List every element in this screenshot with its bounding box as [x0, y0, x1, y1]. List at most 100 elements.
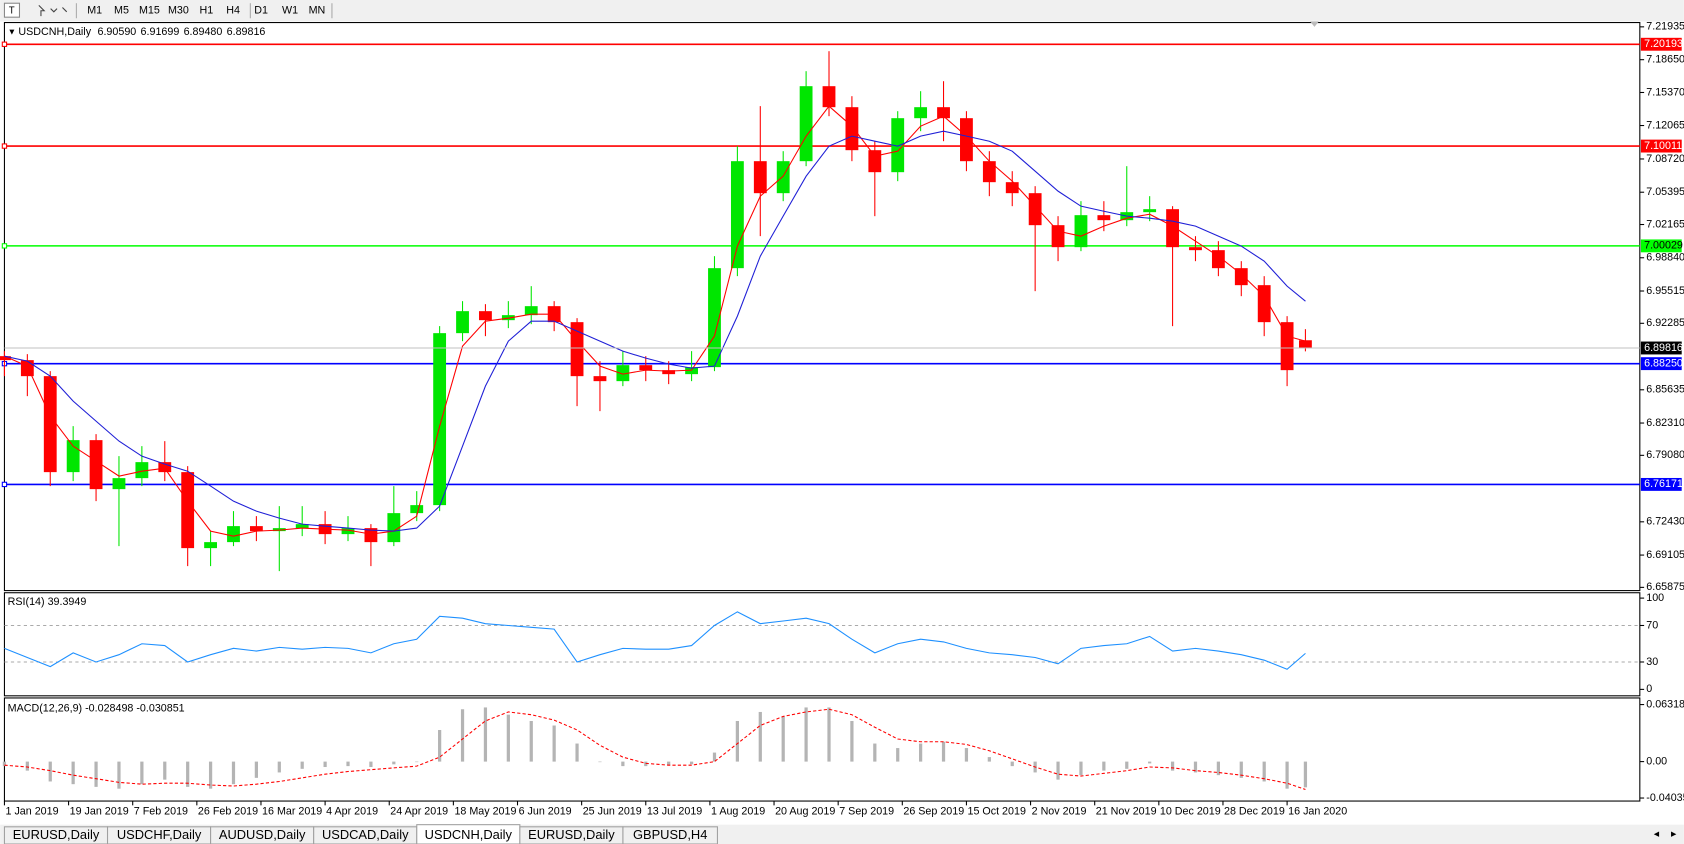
candle-body	[181, 472, 195, 549]
macd-bar	[804, 707, 808, 762]
macd-bar	[1079, 761, 1083, 776]
macd-bar	[277, 761, 281, 773]
candle-body	[295, 524, 309, 529]
candle-body	[1005, 182, 1019, 194]
price-tick-label: 6.69105	[1646, 549, 1684, 561]
timeframe-button[interactable]: MN	[309, 5, 326, 17]
macd-bar	[1010, 761, 1014, 767]
tab-label[interactable]: USDCNH,Daily	[425, 827, 513, 842]
price-tick-label: 7.21935	[1646, 21, 1684, 33]
macd-bar	[117, 761, 121, 789]
date-tick-label: 24 Apr 2019	[390, 806, 448, 818]
macd-bar	[369, 761, 373, 768]
price-tick-label: 6.82310	[1646, 417, 1684, 429]
macd-bar	[48, 761, 52, 782]
timeframe-button[interactable]: M5	[114, 5, 129, 17]
level-label-bg	[1640, 357, 1682, 371]
symbol: USDCNH,Daily	[18, 26, 91, 38]
macd-bar	[896, 748, 900, 762]
candle-body	[1028, 193, 1042, 226]
date-tick-label: 19 Jan 2019	[70, 806, 129, 818]
text-tool-glyph: T	[9, 5, 15, 16]
timeframe-button[interactable]: M30	[168, 5, 189, 17]
arrow-tool-icon[interactable]	[38, 4, 58, 17]
header-low: 6.89480	[184, 26, 223, 38]
price-tick-label: 7.02165	[1646, 218, 1684, 230]
macd-bar	[827, 707, 831, 762]
tab-label[interactable]: GBPUSD,H4	[633, 827, 707, 842]
timeframe-button[interactable]: M15	[139, 5, 160, 17]
rsi-tick-label: 0	[1646, 683, 1652, 695]
date-tick-label: 13 Jul 2019	[647, 806, 702, 818]
timeframe-button[interactable]: M1	[87, 5, 102, 17]
candle-body	[1234, 268, 1248, 286]
timeframe-button[interactable]: D1	[254, 5, 268, 17]
date-tick-label: 4 Apr 2019	[326, 806, 378, 818]
date-tick-label: 1 Jan 2019	[6, 806, 59, 818]
macd-bar	[964, 748, 969, 762]
macd-bar	[1102, 761, 1106, 771]
candle-body	[1051, 225, 1065, 248]
price-tick-label: 6.72430	[1646, 516, 1684, 528]
macd-bar	[781, 716, 785, 762]
tab-scroll-left[interactable]: ◂	[1654, 828, 1660, 840]
candle-body	[845, 107, 859, 151]
timeframe-button[interactable]: H1	[199, 5, 213, 17]
date-tick-label: 21 Nov 2019	[1096, 806, 1157, 818]
candle-body	[914, 107, 928, 119]
chart-header: USDCNH,Daily 6.90590 6.91699 6.89480 6.89816	[18, 26, 265, 38]
candle-body	[456, 311, 469, 334]
price-tick-label: 7.05395	[1646, 186, 1684, 198]
candle-body	[1280, 322, 1294, 371]
timeframe-button[interactable]: W1	[282, 5, 298, 17]
macd-bar	[438, 730, 442, 762]
candle-body	[135, 462, 149, 479]
tab-scroll-right[interactable]: ▸	[1671, 828, 1677, 840]
tab-label[interactable]: USDCAD,Daily	[322, 827, 409, 842]
level-label-bg	[1640, 477, 1682, 491]
candle-body	[868, 150, 882, 173]
candle-body	[410, 505, 424, 514]
macd-title: MACD(12,26,9) -0.028498 -0.030851	[8, 703, 185, 715]
date-tick-label: 16 Mar 2019	[262, 806, 322, 818]
date-tick-label: 2 Nov 2019	[1032, 806, 1087, 818]
macd-bar	[231, 761, 236, 785]
candle-body	[1166, 209, 1179, 248]
tab[interactable]	[622, 826, 718, 844]
candle-body	[66, 440, 80, 473]
price-tick-label: 6.95515	[1646, 285, 1684, 297]
current-price-label: 6.89816	[1644, 342, 1683, 354]
macd-bar	[346, 761, 350, 767]
macd-bar	[850, 720, 854, 762]
timeframe-button[interactable]: H4	[226, 5, 240, 17]
candle-body	[593, 376, 607, 382]
candle-body	[616, 365, 630, 382]
candle-body	[639, 365, 653, 371]
candle-body	[937, 107, 950, 119]
tab-label[interactable]: AUDUSD,Daily	[219, 827, 306, 842]
date-tick-label: 26 Feb 2019	[198, 806, 258, 818]
macd-bar	[575, 743, 579, 762]
tab-label[interactable]: EURUSD,Daily	[528, 827, 615, 842]
candle-body	[1257, 285, 1271, 323]
candle-body	[89, 440, 103, 490]
candle-body	[479, 311, 492, 321]
candle-body	[776, 161, 790, 194]
text-tool-icon[interactable]	[3, 2, 21, 18]
price-tick-label: 7.08720	[1646, 153, 1684, 165]
macd-bar	[1303, 761, 1308, 788]
candle-body	[708, 268, 721, 368]
date-tick-label: 18 May 2019	[454, 806, 516, 818]
price-tick-label: 6.98840	[1646, 252, 1684, 264]
header-collapse[interactable]: ▼	[8, 26, 17, 36]
macd-bar	[1056, 761, 1060, 780]
header-open: 6.90590	[98, 26, 137, 38]
macd-bar	[186, 761, 190, 787]
date-tick-label: 7 Feb 2019	[134, 806, 188, 818]
macd-bar	[529, 720, 533, 762]
rsi-tick-label: 70	[1646, 619, 1658, 631]
tab-label[interactable]: USDCHF,Daily	[117, 827, 202, 842]
tab-label[interactable]: EURUSD,Daily	[13, 827, 100, 842]
